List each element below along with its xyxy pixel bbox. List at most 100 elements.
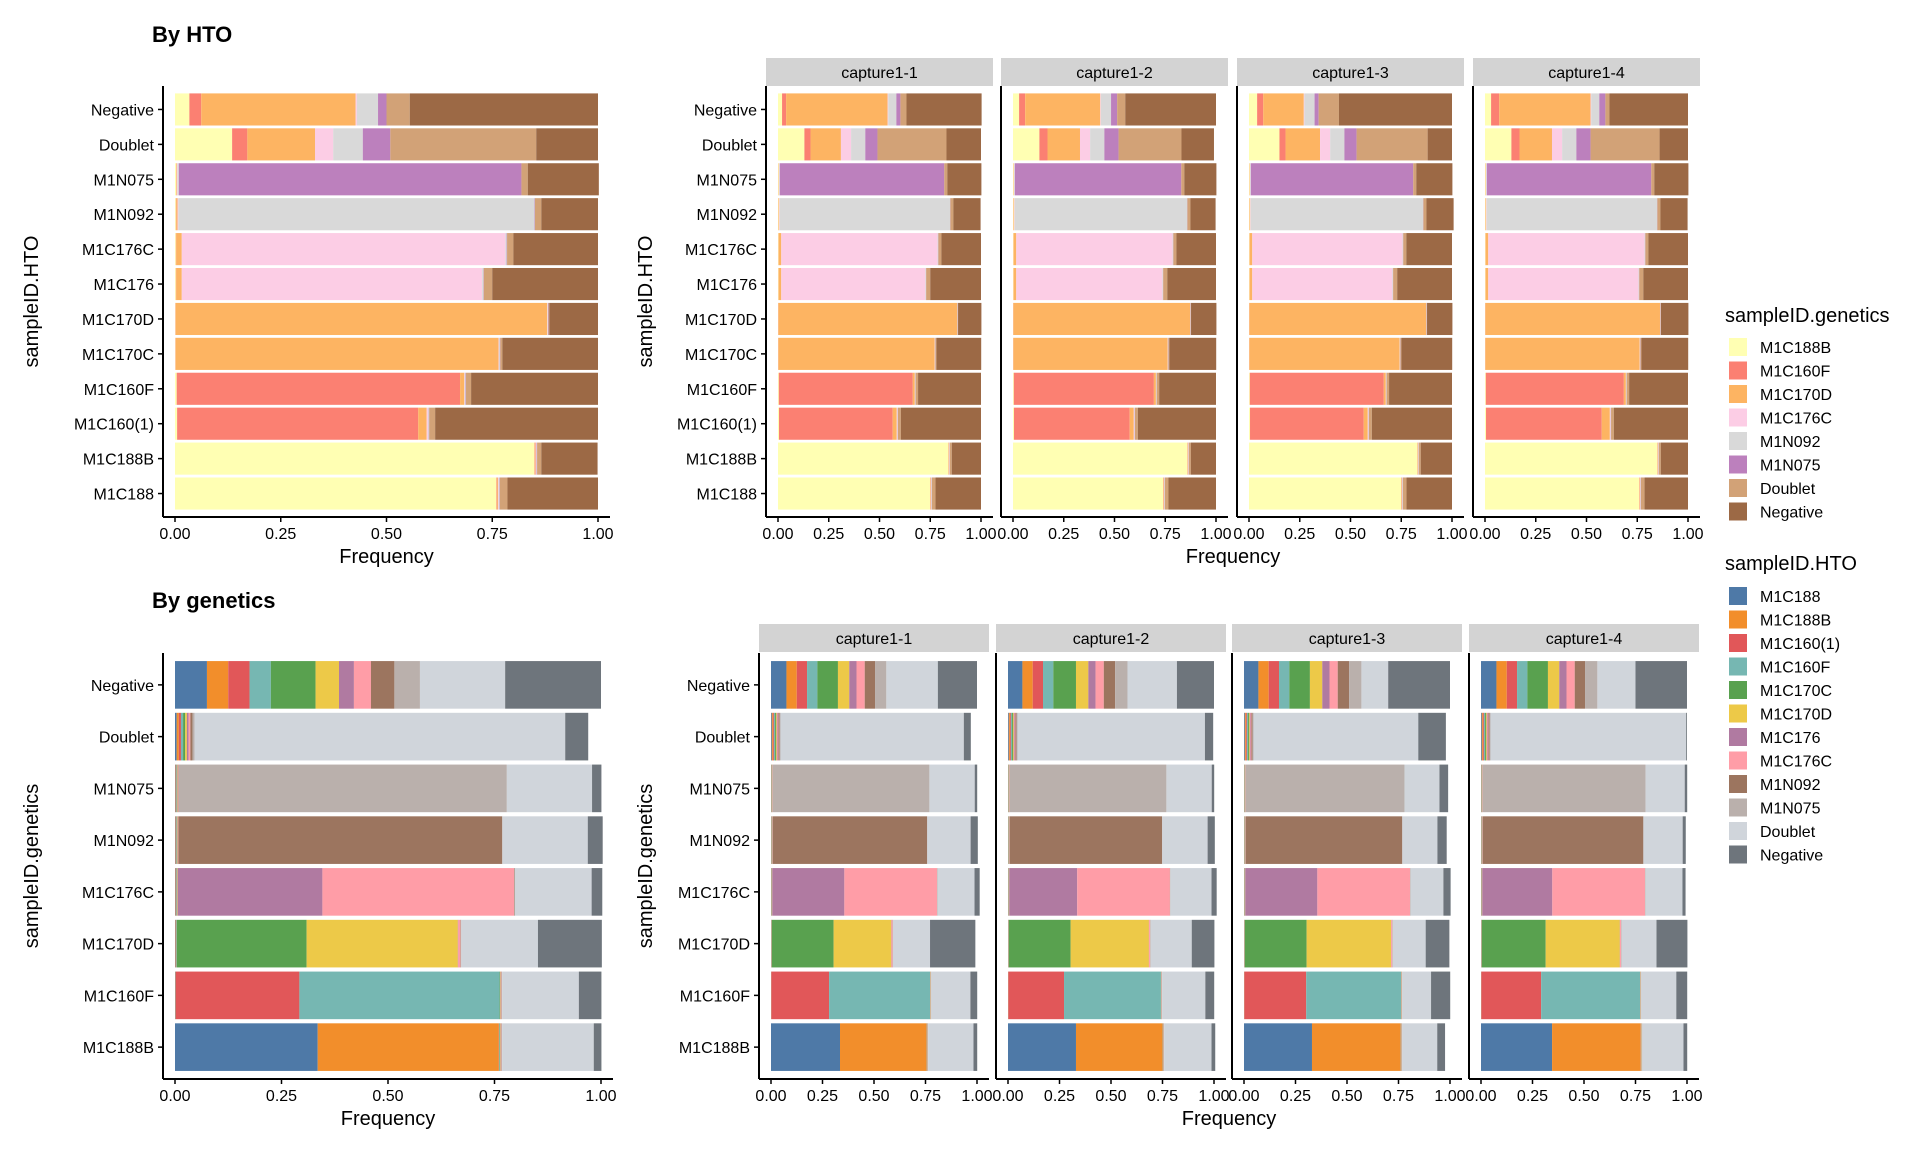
hto-cap-capture1-1-bar-m1c176c-negative (941, 233, 981, 266)
legend-hto-swatch-m1c170d (1729, 704, 1747, 723)
hto-cap-capture1-4-bar-m1c160-1-m1c176c (1609, 407, 1611, 440)
hto-cap-capture1-2-bar-m1c160-1-m1c176c (1133, 407, 1135, 440)
hto-cap-capture1-4-bar-m1c188-m1c188b (1485, 477, 1640, 510)
gen-all-y-tick-label: M1C176C (82, 885, 154, 902)
hto-cap-capture1-3-bar-m1c170d-m1c170d (1249, 302, 1427, 336)
gen-all-bar-negative-m1c170d (315, 661, 340, 709)
hto-cap-capture1-3-bar-doublet-m1c160f (1279, 128, 1286, 161)
gen-cap-capture1-4-x-tick-label: 1.00 (1671, 1088, 1702, 1105)
hto-all-bar-doublet-doublet (390, 128, 537, 161)
gen-cap-capture1-1-bar-m1c176c-m1c176c (844, 868, 938, 916)
hto-cap-capture1-4-strip-label: capture1-4 (1548, 65, 1625, 82)
gen-cap-capture1-1-bar-m1c188b-doublet (928, 1023, 974, 1071)
gen-cap-capture1-3-strip-label: capture1-3 (1309, 631, 1386, 648)
hto-all-bar-negative-negative (409, 93, 598, 126)
hto-cap-capture1-2-bar-negative-m1n075 (1111, 93, 1118, 126)
hto-all-bar-negative-m1c170d (201, 93, 356, 126)
gen-cap-capture1-2-x-tick-label: 0.75 (1147, 1088, 1178, 1105)
hto-all-bar-m1c160f-m1c160f (176, 372, 461, 405)
gen-cap-capture1-2-bar-m1c188b-negative (1211, 1023, 1216, 1071)
gen-cap-capture1-2-bar-m1c176c-negative (1211, 868, 1217, 916)
hto-cap-capture1-3-bar-m1c176-doublet (1393, 267, 1398, 301)
hto-all-bar-doublet-m1c170d (247, 128, 316, 161)
hto-cap-capture1-2-bar-m1c176c-doublet (1173, 233, 1177, 266)
gen-cap-capture1-2-bar-doublet-m1c160-1 (1009, 712, 1011, 761)
hto-cap-capture1-4-bar-m1c160-1-doublet (1611, 407, 1614, 440)
hto-cap-capture1-1-bar-m1c176-m1c170d (778, 267, 782, 301)
hto-cap-capture1-3-bar-doublet-m1c176c (1320, 128, 1331, 161)
hto-cap-capture1-2-bar-m1c160f-negative (1159, 372, 1216, 405)
hto-cap-capture1-1-bar-m1c188-negative (935, 477, 981, 510)
legend-hto-label-m1c170d: M1C170D (1760, 707, 1832, 724)
hto-cap-capture1-3-bar-m1c170c-m1c170d (1249, 337, 1400, 370)
gen-cap-capture1-3-x-tick-label: 0.25 (1280, 1088, 1311, 1105)
hto-cap-capture1-4-bar-m1c176-negative (1643, 267, 1688, 301)
hto-cap-capture1-3-bar-m1c188-negative (1406, 477, 1452, 510)
gen-all-bar-m1c176c-doublet (514, 868, 592, 916)
genetics-capture-faceted-chart: capture1-1 0.00 0.25 0.50 0.75 1.00 Negative Do… (635, 624, 1703, 1130)
legend-hto-swatch-m1c160-1 (1729, 634, 1747, 652)
gen-cap-capture1-1-bar-m1c160f-m1c160f (829, 971, 931, 1020)
gen-all-bar-doublet-m1c176c (188, 712, 191, 761)
gen-cap-capture1-3-bar-doublet-m1c188 (1244, 712, 1245, 761)
hto-all-bar-doublet-m1c160f (232, 128, 248, 161)
hto-cap-capture1-3-bar-m1c176c-doublet (1403, 233, 1407, 266)
hto-cap-capture1-3-bar-doublet-doublet (1356, 128, 1428, 161)
hto-cap-capture1-2-bar-m1c170c-negative (1169, 337, 1217, 370)
gen-cap-capture1-2-bar-negative-doublet (1127, 661, 1177, 709)
hto-all-bar-m1c160-1-m1c176c (426, 407, 428, 440)
hto-all-bar-m1c160f-doublet (466, 372, 472, 405)
hto-cap-capture1-3-bar-doublet-m1c170d (1285, 128, 1321, 161)
legend-hto-label-m1c188b: M1C188B (1760, 613, 1831, 630)
hto-cap-capture1-3-bar-m1c160-1-m1c160f (1250, 407, 1364, 440)
hto-cap-capture1-1-x-tick-label: 1.00 (965, 526, 996, 543)
hto-cap-capture1-1-bar-negative-m1c176c (887, 93, 889, 126)
gen-cap-capture1-1-bar-m1c188b-m1c188 (771, 1023, 841, 1071)
gen-cap-capture1-1-bar-doublet-m1c176c (777, 712, 779, 761)
gen-cap-capture1-2-bar-negative-negative (1176, 661, 1214, 709)
hto-cap-capture1-1-bar-m1c170c-negative (936, 337, 982, 370)
hto-all-bar-m1c188-m1n092 (498, 477, 500, 510)
gen-cap-capture1-3-bar-m1n092-negative (1437, 816, 1447, 864)
hto-cap-capture1-1-bar-m1n092-m1n092 (779, 198, 951, 231)
hto-all-bar-m1c160-1-negative (435, 407, 598, 440)
gen-cap-capture1-4-bar-m1c170d-negative (1656, 919, 1688, 968)
hto-all-bar-m1n075-m1n075 (178, 163, 522, 196)
hto-cap-capture1-4-bar-m1c176-m1n092 (1638, 267, 1640, 301)
gen-cap-capture1-1-strip-label: capture1-1 (836, 631, 913, 648)
gen-cap-capture1-3-bar-negative-m1c176c (1329, 661, 1338, 709)
hto-cap-capture1-4-bar-m1c170c-negative (1641, 337, 1689, 370)
hto-cap-capture1-2-bar-negative-m1c176c (1100, 93, 1101, 126)
hto-cap-capture1-2-bar-m1c160f-m1c188b (1013, 372, 1014, 405)
gen-cap-capture1-1-x-tick-label: 0.00 (755, 1088, 786, 1105)
hto-cap-capture1-2-bar-m1c176c-m1n092 (1172, 233, 1174, 266)
hto-cap-capture1-4-bar-m1c170c-m1c170d (1485, 337, 1640, 370)
hto-all-bar-m1c176c-m1c188b (175, 233, 176, 266)
legend-genetics: sampleID.genetics M1C188B M1C160F M1C170D M… (1725, 305, 1890, 522)
gen-cap-capture1-3-bar-m1c170d-negative (1425, 919, 1450, 968)
hto-cap-capture1-4-bar-m1c176c-negative (1648, 233, 1688, 266)
gen-cap-capture1-4-bar-doublet-m1c188b (1481, 712, 1483, 761)
gen-cap-capture1-3-bar-m1n075-doublet (1404, 764, 1440, 813)
hto-cap-capture1-4-bar-m1c176-doublet (1639, 267, 1644, 301)
gen-cap-capture1-2-bar-negative-m1n092 (1103, 661, 1116, 709)
hto-cap-capture1-1-bar-m1c160-1-negative (900, 407, 981, 440)
hto-cap-capture1-2-bar-m1c176c-negative (1176, 233, 1216, 266)
gen-all-x-axis-title: Frequency (341, 1108, 436, 1130)
gen-all-x-tick-label: 1.00 (585, 1088, 616, 1105)
gen-cap-capture1-4-bar-m1c176c-m1c176 (1482, 868, 1553, 916)
gen-cap-capture1-3-bar-m1c170d-m1c170c (1244, 919, 1307, 968)
gen-cap-capture1-1-bar-negative-m1c176 (849, 661, 857, 709)
gen-all-y-tick-label: Negative (91, 678, 154, 695)
gen-cap-capture1-4-bar-doublet-m1c160-1 (1482, 712, 1484, 761)
hto-all-x-tick-label: 0.00 (159, 526, 190, 543)
hto-all-bar-m1n092-m1c170d (176, 198, 178, 231)
hto-cap-capture1-1-bar-m1c170c-m1c170d (778, 337, 935, 370)
hto-cap-capture1-4-bar-m1c170d-negative (1661, 302, 1689, 336)
gen-cap-capture1-1-bar-negative-m1c160f (807, 661, 818, 709)
gen-all-bar-negative-m1c170c (270, 661, 316, 709)
gen-all-bar-m1n075-doublet (506, 764, 593, 813)
gen-cap-capture1-1-bar-doublet-m1c188 (771, 712, 772, 761)
hto-cap-capture1-3-bar-m1c176-m1n092 (1392, 267, 1393, 301)
gen-cap-capture1-3-bar-doublet-m1c160-1 (1245, 712, 1247, 761)
